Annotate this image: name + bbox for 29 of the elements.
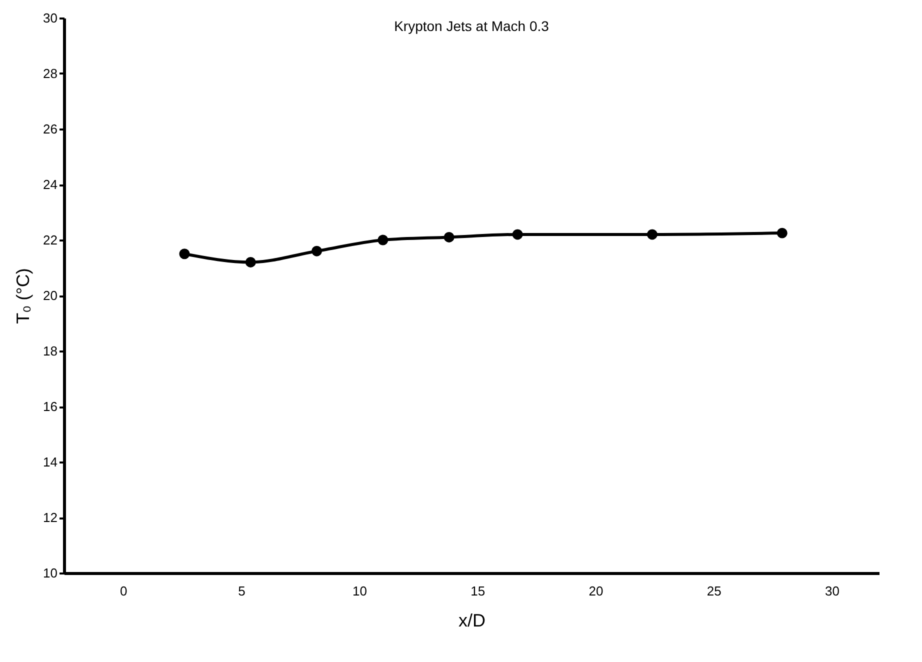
x-tick-label: 10: [352, 584, 368, 598]
y-tick-label: 18: [43, 344, 58, 358]
y-axis-title: T₀ (°C): [13, 268, 34, 324]
x-tick-label: 0: [120, 584, 128, 598]
y-tick-label: 14: [43, 454, 58, 470]
x-tick-label: 15: [470, 584, 486, 598]
y-tick-label: 20: [43, 288, 58, 303]
point: [179, 248, 190, 260]
y-tick-label: 10: [43, 566, 58, 580]
x-tick-label: 25: [706, 584, 722, 598]
point: [646, 229, 658, 240]
point: [776, 228, 788, 238]
x-tick-label: 5: [238, 584, 246, 598]
point: [512, 229, 523, 240]
y-tick-label: 28: [43, 66, 58, 81]
y-tick-label: 22: [43, 232, 58, 248]
y-tick-label: 26: [43, 122, 58, 136]
y-tick-label: 24: [43, 177, 58, 192]
x-tick-label: 30: [825, 584, 840, 598]
point: [245, 256, 256, 268]
point: [444, 232, 454, 242]
y-tick-label: 30: [43, 10, 58, 26]
point: [312, 246, 322, 256]
y-tick-label: 12: [43, 510, 58, 525]
y-tick-label: 16: [43, 399, 58, 414]
point: [378, 234, 388, 246]
x-tick-label: 20: [588, 584, 604, 598]
x-axis-title: x/D: [458, 610, 486, 630]
chart-title: Krypton Jets at Mach 0.3: [394, 18, 550, 34]
